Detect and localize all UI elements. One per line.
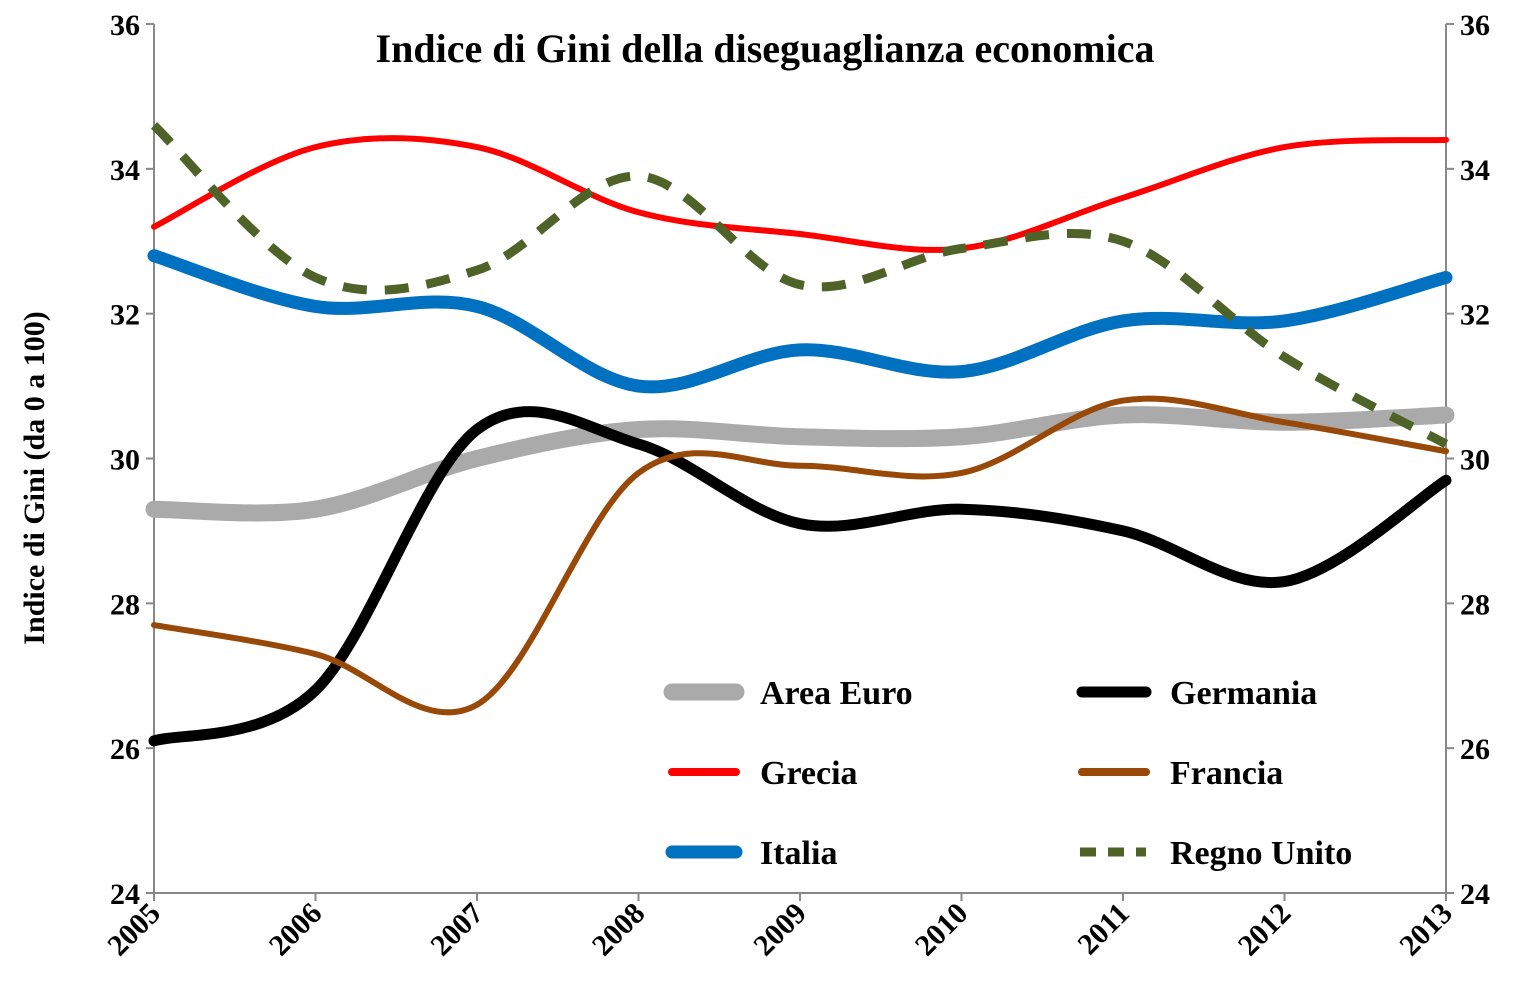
- series-line-area-euro: [145, 406, 1455, 522]
- legend-label-grecia: Grecia: [760, 755, 858, 792]
- legend-label-regno-unito: Regno Unito: [1170, 835, 1352, 872]
- y-tick-label-right: 26: [1460, 733, 1490, 766]
- y-tick-label-left: 26: [110, 733, 140, 766]
- series-line-francia: [151, 395, 1449, 716]
- series-group: [145, 122, 1455, 747]
- series-line-grecia: [151, 135, 1449, 253]
- legend-label-francia: Francia: [1170, 755, 1283, 792]
- y-tick-label-left: 36: [110, 9, 140, 42]
- chart-title: Indice di Gini della diseguaglianza econ…: [376, 26, 1155, 71]
- y-tick-label-left: 32: [110, 299, 140, 332]
- y-tick-label-right: 36: [1460, 9, 1490, 42]
- y-tick-label-right: 32: [1460, 299, 1490, 332]
- legend-label-germania: Germania: [1170, 675, 1317, 712]
- y-tick-label-right: 30: [1460, 444, 1490, 477]
- y-tick-label-left: 30: [110, 444, 140, 477]
- y-tick-label-left: 24: [110, 878, 140, 911]
- y-tick-label-right: 28: [1460, 588, 1490, 621]
- series-line-regno-unito: [150, 122, 1449, 448]
- legend: Area Euro Germania Grecia Francia Italia Regn…: [663, 675, 1352, 872]
- legend-label-area-euro: Area Euro: [760, 675, 913, 712]
- legend-label-italia: Italia: [760, 835, 837, 872]
- series-line-germania: [148, 406, 1452, 747]
- y-tick-label-right: 34: [1460, 154, 1490, 187]
- y-tick-label-right: 24: [1460, 878, 1490, 911]
- y-axis-label: Indice di Gini (da 0 a 100): [18, 311, 51, 644]
- series-line-italia: [147, 249, 1453, 394]
- y-tick-label-left: 34: [110, 154, 140, 187]
- y-tick-label-left: 28: [110, 588, 140, 621]
